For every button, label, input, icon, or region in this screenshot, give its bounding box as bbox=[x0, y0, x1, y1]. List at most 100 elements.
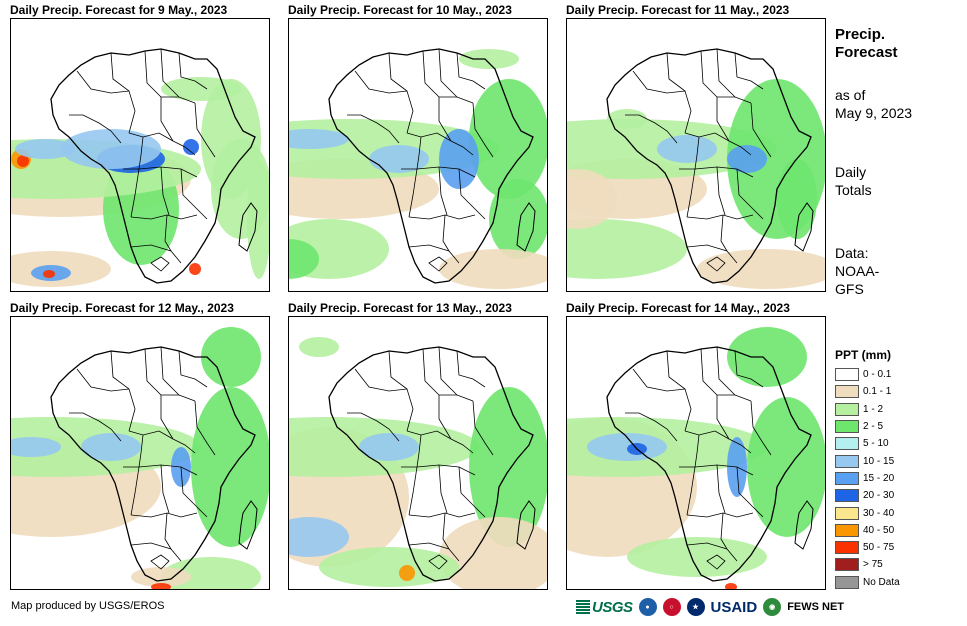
country-border bbox=[110, 52, 130, 92]
precip-area bbox=[627, 537, 767, 577]
country-border bbox=[69, 412, 122, 442]
precip-area bbox=[11, 437, 61, 457]
legend-label: > 75 bbox=[863, 559, 883, 571]
country-border bbox=[160, 395, 174, 440]
legend-item: 1 - 2 bbox=[835, 401, 900, 418]
country-border bbox=[625, 412, 678, 442]
legend-item: 5 - 10 bbox=[835, 435, 900, 452]
country-border bbox=[178, 52, 208, 90]
as-of-date: as of May 9, 2023 bbox=[835, 86, 912, 122]
precip-area bbox=[727, 327, 807, 387]
madagascar-outline bbox=[238, 500, 258, 550]
legend-item: 20 - 30 bbox=[835, 487, 900, 504]
country-border bbox=[128, 132, 196, 156]
country-border bbox=[716, 166, 726, 216]
country-border bbox=[408, 214, 476, 220]
country-border bbox=[110, 350, 130, 390]
country-border bbox=[456, 52, 486, 90]
precip-area bbox=[459, 49, 519, 69]
africa-coastline bbox=[50, 346, 256, 582]
country-border bbox=[438, 346, 458, 396]
madagascar-outline bbox=[516, 500, 536, 550]
legend-item: 0 - 0.1 bbox=[835, 366, 900, 383]
precip-area bbox=[657, 135, 717, 163]
precip-area bbox=[359, 433, 419, 461]
legend-swatch bbox=[835, 489, 859, 503]
country-border bbox=[736, 168, 764, 220]
legend-item: No Data bbox=[835, 574, 900, 591]
country-border bbox=[194, 102, 216, 158]
data-source-line: Data: bbox=[835, 245, 869, 261]
country-border bbox=[347, 114, 400, 144]
country-border bbox=[388, 350, 408, 390]
legend-swatch bbox=[835, 454, 859, 468]
country-border bbox=[625, 114, 678, 144]
country-border bbox=[150, 554, 170, 570]
country-border bbox=[76, 368, 136, 432]
country-border bbox=[416, 434, 422, 468]
country-border bbox=[750, 102, 772, 158]
country-border bbox=[686, 244, 738, 264]
country-border bbox=[666, 350, 686, 390]
country-border bbox=[408, 512, 476, 518]
country-border bbox=[347, 412, 400, 442]
africa-coastline bbox=[606, 48, 812, 284]
country-border bbox=[438, 464, 448, 514]
country-border bbox=[408, 466, 418, 516]
legend-label: No Data bbox=[863, 576, 900, 588]
country-border bbox=[408, 542, 460, 562]
precip-area bbox=[439, 249, 547, 289]
country-border bbox=[130, 542, 182, 562]
legend-label: 0.1 - 1 bbox=[863, 386, 892, 398]
country-border bbox=[180, 168, 208, 220]
panel-title: Daily Precip. Forecast for 14 May., 2023 bbox=[566, 301, 790, 315]
country-border bbox=[69, 114, 122, 144]
legend-label: 5 - 10 bbox=[863, 438, 889, 450]
country-border bbox=[408, 244, 460, 264]
panel-title: Daily Precip. Forecast for 12 May., 2023 bbox=[10, 301, 234, 315]
map-panel-6: Daily Precip. Forecast for 14 May., 2023 bbox=[566, 301, 826, 590]
africa-coastline bbox=[50, 48, 256, 284]
country-border bbox=[720, 512, 728, 550]
legend-label: 50 - 75 bbox=[863, 542, 895, 554]
nasa-logo-icon: ○ bbox=[662, 598, 681, 616]
totals-line: Totals bbox=[835, 182, 872, 198]
country-border bbox=[686, 512, 754, 518]
precip-area bbox=[469, 387, 547, 547]
legend-swatch bbox=[835, 506, 859, 520]
country-border bbox=[666, 52, 686, 92]
country-border bbox=[438, 48, 458, 98]
legend-label: 10 - 15 bbox=[863, 455, 895, 467]
precip-area bbox=[247, 159, 269, 279]
precip-map bbox=[566, 316, 826, 590]
country-border bbox=[428, 256, 448, 272]
precip-area bbox=[725, 583, 737, 589]
precip-map bbox=[10, 18, 270, 292]
map-panel-2: Daily Precip. Forecast for 10 May., 2023 bbox=[288, 3, 548, 292]
country-border bbox=[716, 48, 736, 98]
madagascar-outline bbox=[238, 202, 258, 252]
map-svg bbox=[11, 48, 269, 287]
country-border bbox=[632, 368, 692, 432]
country-border bbox=[456, 350, 486, 388]
legend-item: 10 - 15 bbox=[835, 452, 900, 469]
legend-item: 2 - 5 bbox=[835, 418, 900, 435]
country-border bbox=[694, 136, 700, 170]
data-source-line: NOAA- bbox=[835, 263, 880, 279]
country-border bbox=[438, 395, 452, 440]
precip-area bbox=[299, 337, 339, 357]
panel-title: Daily Precip. Forecast for 13 May., 2023 bbox=[288, 301, 512, 315]
data-source: Data: NOAA- GFS bbox=[835, 244, 879, 298]
precip-area bbox=[439, 517, 547, 589]
country-border bbox=[716, 395, 730, 440]
madagascar-outline bbox=[794, 202, 814, 252]
legend-label: 30 - 40 bbox=[863, 507, 895, 519]
country-border bbox=[150, 256, 170, 272]
legend-label: 1 - 2 bbox=[863, 403, 884, 415]
country-border bbox=[472, 400, 494, 456]
africa-coastline bbox=[328, 346, 534, 582]
country-border bbox=[720, 214, 728, 252]
usgs-bars-icon bbox=[576, 599, 590, 614]
country-border bbox=[416, 136, 422, 170]
country-border bbox=[684, 132, 752, 156]
